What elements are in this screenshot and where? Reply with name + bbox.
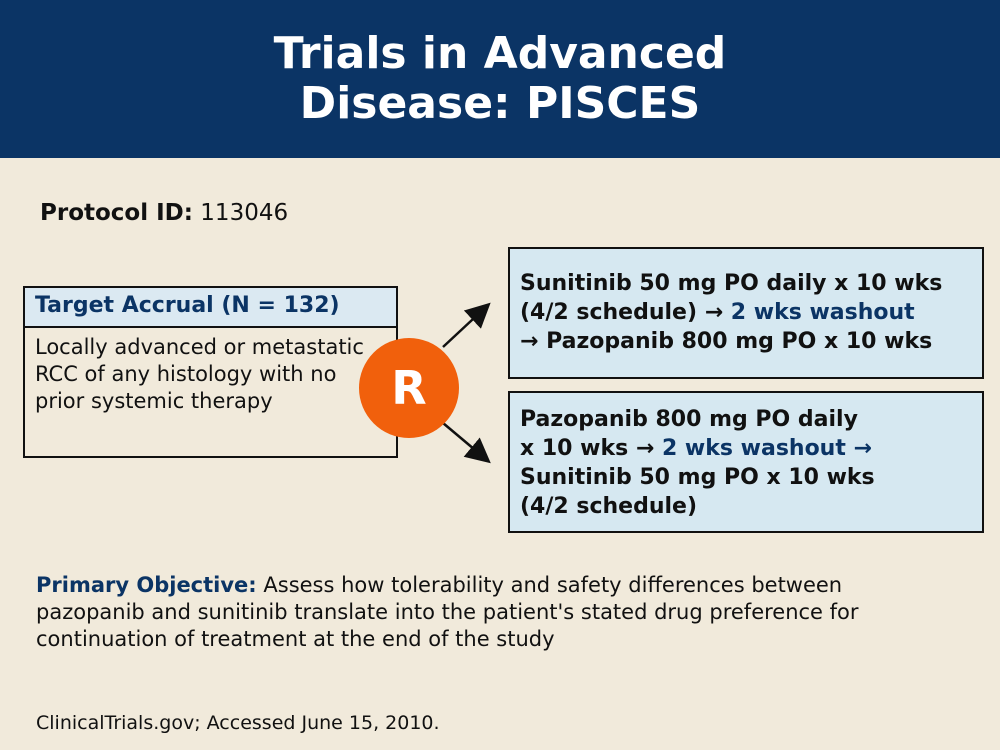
title-banner: Trials in Advanced Disease: PISCES (0, 0, 1000, 158)
protocol-id: Protocol ID: 113046 (40, 200, 288, 226)
slide-title: Trials in Advanced Disease: PISCES (273, 28, 727, 129)
arm1-line2: (4/2 schedule) → 2 wks washout (520, 300, 915, 325)
protocol-label: Protocol ID: (40, 200, 193, 226)
objective-label: Primary Objective: (36, 573, 257, 597)
arm2-line2: x 10 wks → 2 wks washout → (520, 436, 872, 461)
arrow-to-arm1 (442, 302, 491, 348)
arm2-line1: Pazopanib 800 mg PO daily (520, 407, 858, 432)
arrow-to-arm2 (442, 422, 491, 464)
target-accrual-header: Target Accrual (N = 132) (25, 288, 396, 328)
source-citation: ClinicalTrials.gov; Accessed June 15, 20… (36, 712, 440, 734)
target-accrual-body: Locally advanced or metastatic RCC of an… (35, 335, 364, 413)
arrow-glyph: → (704, 300, 724, 325)
treatment-arm-2: Pazopanib 800 mg PO daily x 10 wks → 2 w… (508, 391, 984, 533)
arrow-glyph: → (635, 436, 655, 461)
washout-text: 2 wks washout (661, 436, 846, 461)
randomization-circle: R (359, 338, 459, 438)
arm2-line3: Sunitinib 50 mg PO x 10 wks (520, 465, 875, 490)
washout-text: 2 wks washout (730, 300, 915, 325)
arm2-line4: (4/2 schedule) (520, 494, 698, 519)
treatment-arm-1: Sunitinib 50 mg PO daily x 10 wks (4/2 s… (508, 247, 984, 379)
arm1-line3: → Pazopanib 800 mg PO x 10 wks (520, 329, 933, 354)
arrow-glyph: → (520, 329, 539, 354)
protocol-value: 113046 (200, 200, 289, 226)
arm1-line1: Sunitinib 50 mg PO daily x 10 wks (520, 271, 943, 296)
objective-text: Assess how tolerability and safety diffe… (36, 573, 859, 651)
primary-objective: Primary Objective: Assess how tolerabili… (36, 572, 936, 653)
target-accrual-box: Target Accrual (N = 132) Locally advance… (23, 286, 398, 458)
arrow-glyph: → (853, 436, 872, 461)
